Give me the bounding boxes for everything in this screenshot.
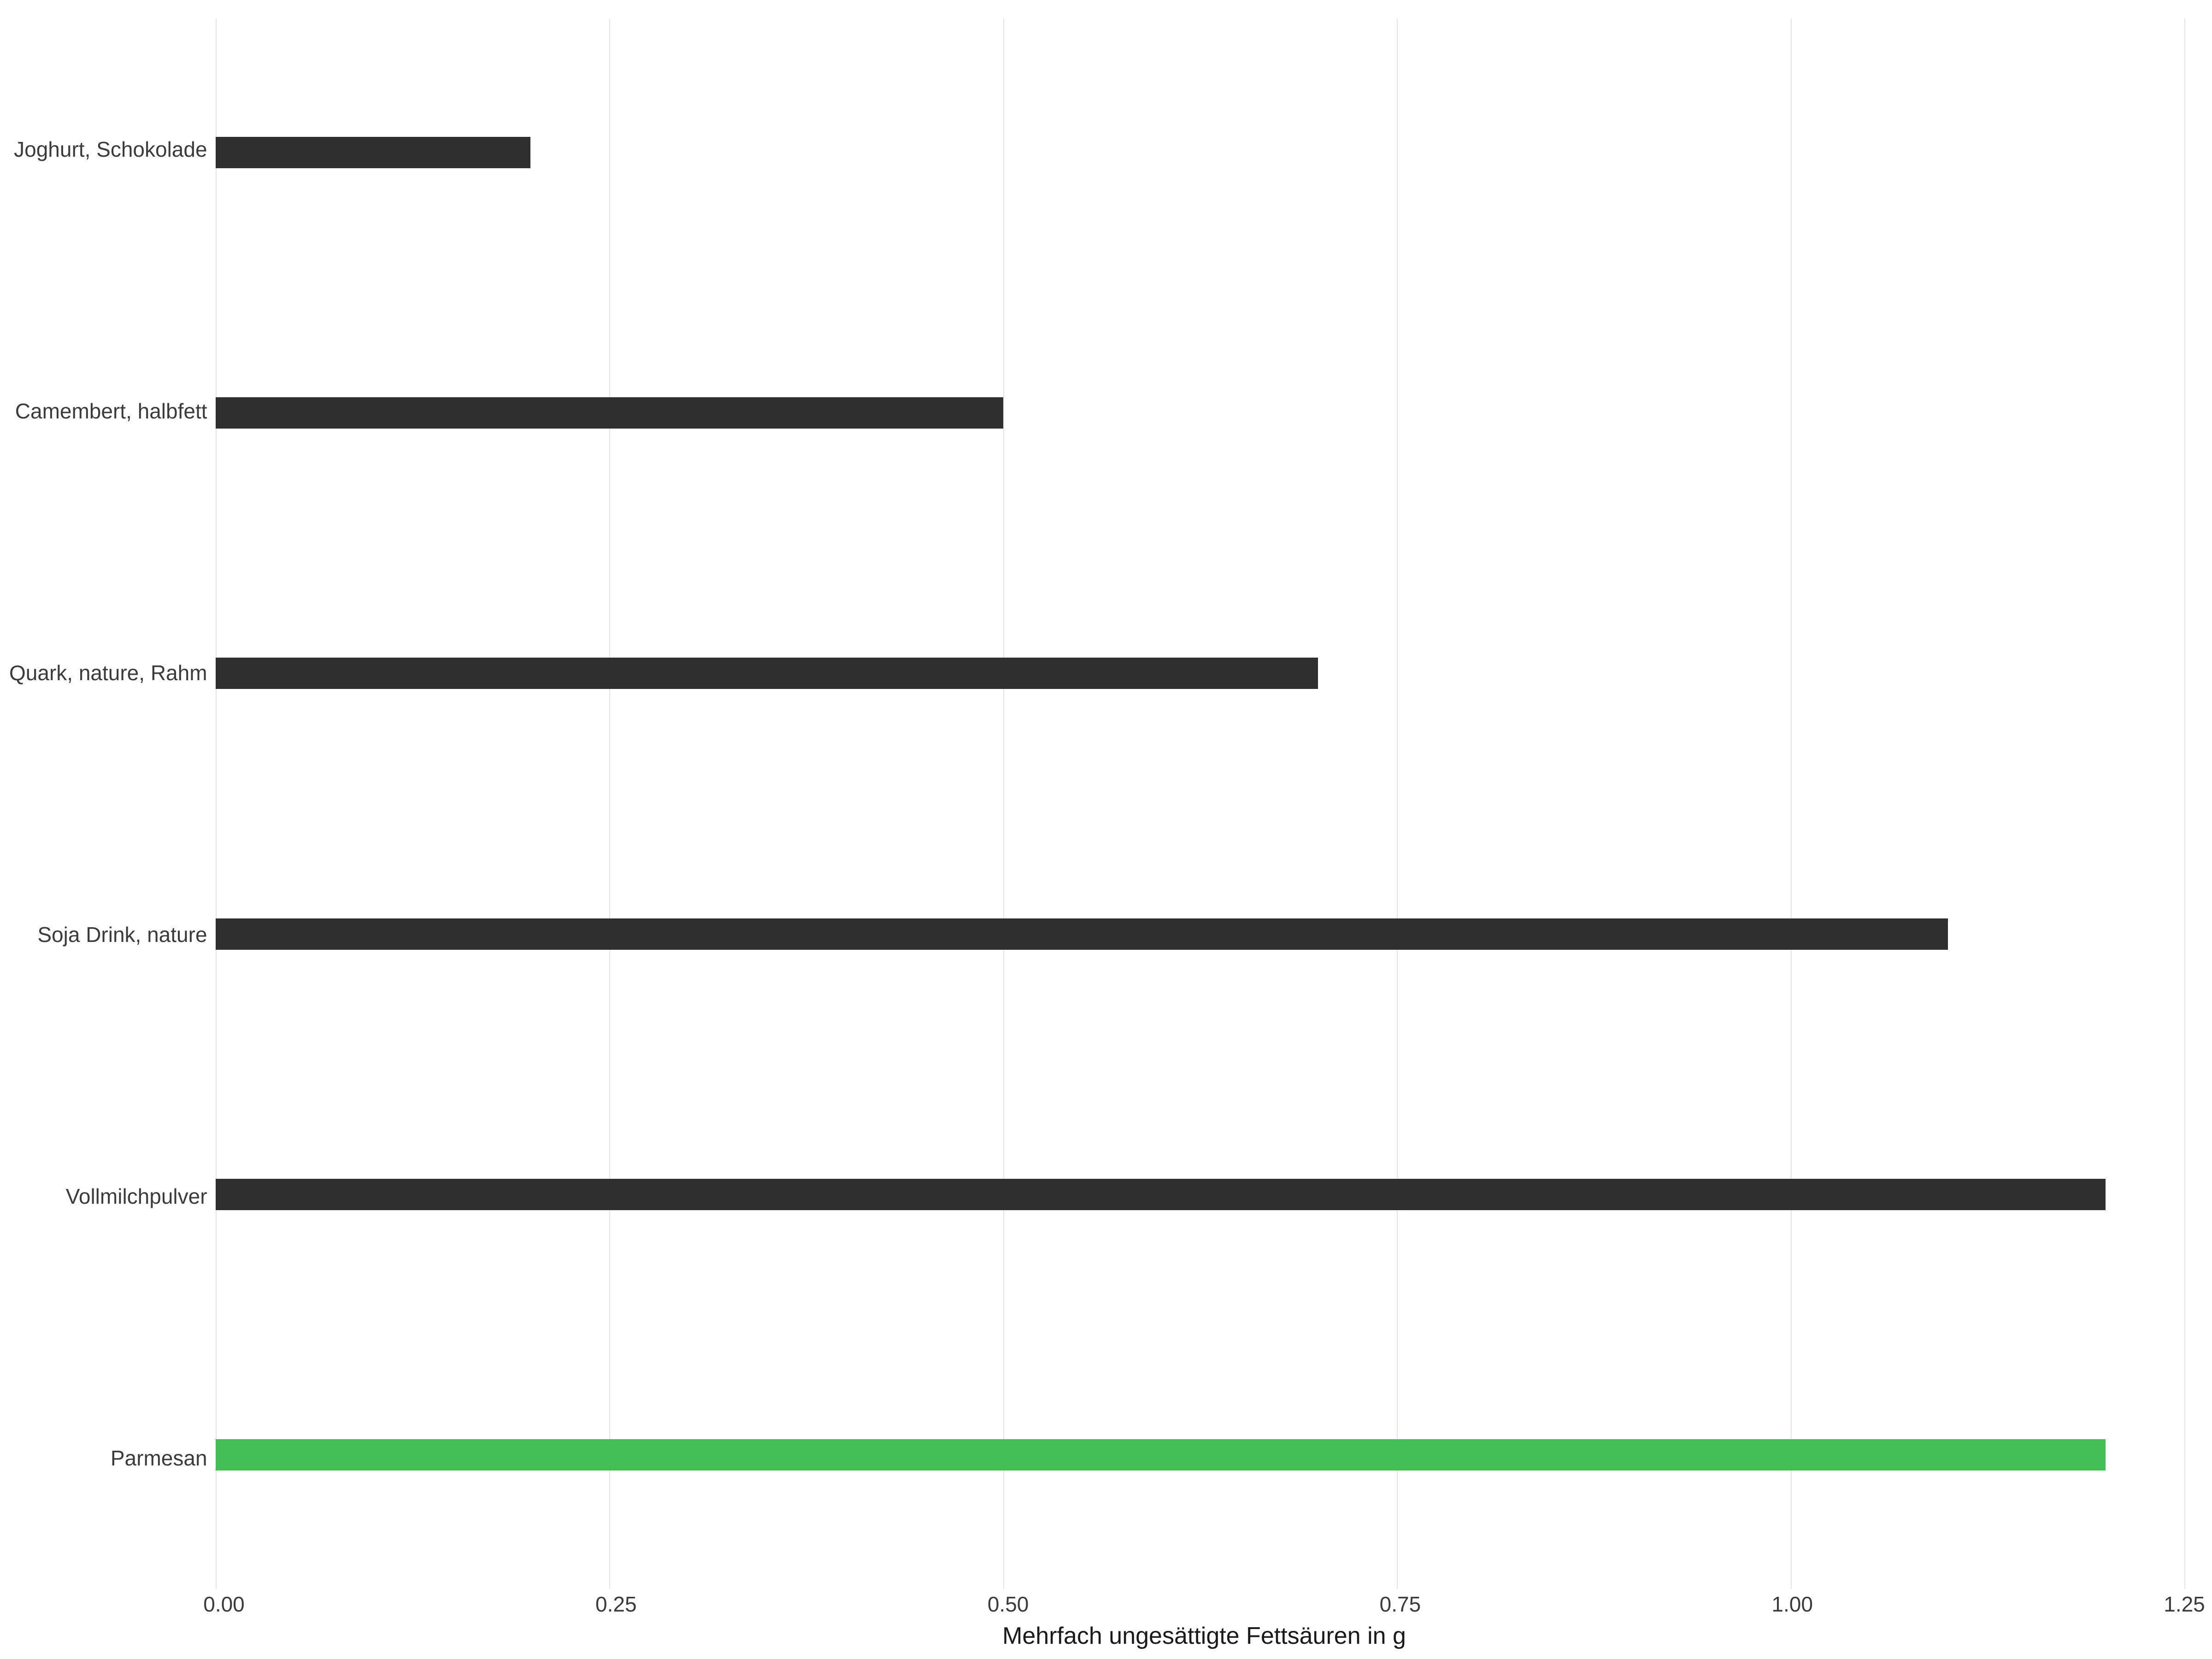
y-axis-label: Soja Drink, nature <box>9 923 207 947</box>
x-tick-label: 1.25 <box>2164 1592 2205 1617</box>
chart-body: Joghurt, Schokolade Camembert, halbfett Qu… <box>9 18 2184 1589</box>
y-axis-label: Vollmilchpulver <box>9 1185 207 1208</box>
x-tick-label: 0.25 <box>595 1592 637 1617</box>
y-axis-labels: Joghurt, Schokolade Camembert, halbfett Qu… <box>9 18 216 1589</box>
bar-row <box>216 1439 2184 1471</box>
bar-row <box>216 1179 2184 1210</box>
bar <box>216 658 1318 689</box>
bar <box>216 1179 2106 1210</box>
bar-highlight <box>216 1439 2106 1471</box>
y-axis-label: Quark, nature, Rahm <box>9 661 207 685</box>
bar <box>216 918 1948 950</box>
x-title-row: Mehrfach ungesättigte Fettsäuren in g <box>9 1620 2184 1650</box>
bar <box>216 137 531 168</box>
x-axis: 0.000.250.500.751.001.25 <box>9 1592 2184 1620</box>
bar-row <box>216 397 2184 429</box>
bar-chart: Joghurt, Schokolade Camembert, halbfett Qu… <box>9 18 2184 1650</box>
y-axis-label: Parmesan <box>9 1447 207 1470</box>
bar <box>216 397 1003 429</box>
x-tick-label: 0.75 <box>1380 1592 1421 1617</box>
x-axis-spacer <box>9 1592 224 1620</box>
x-tick-label: 0.00 <box>203 1592 245 1617</box>
bars <box>216 18 2184 1589</box>
x-tick-label: 0.50 <box>988 1592 1029 1617</box>
y-axis-label: Camembert, halbfett <box>9 400 207 423</box>
bar-row <box>216 137 2184 168</box>
bar-row <box>216 658 2184 689</box>
x-axis-title: Mehrfach ungesättigte Fettsäuren in g <box>224 1622 2184 1650</box>
x-title-spacer <box>9 1620 224 1650</box>
plot-area <box>216 18 2184 1589</box>
x-axis-ticks: 0.000.250.500.751.001.25 <box>224 1592 2184 1620</box>
bar-row <box>216 918 2184 950</box>
gridline <box>2184 18 2185 1589</box>
y-axis-label: Joghurt, Schokolade <box>9 138 207 161</box>
x-tick-label: 1.00 <box>1771 1592 1813 1617</box>
